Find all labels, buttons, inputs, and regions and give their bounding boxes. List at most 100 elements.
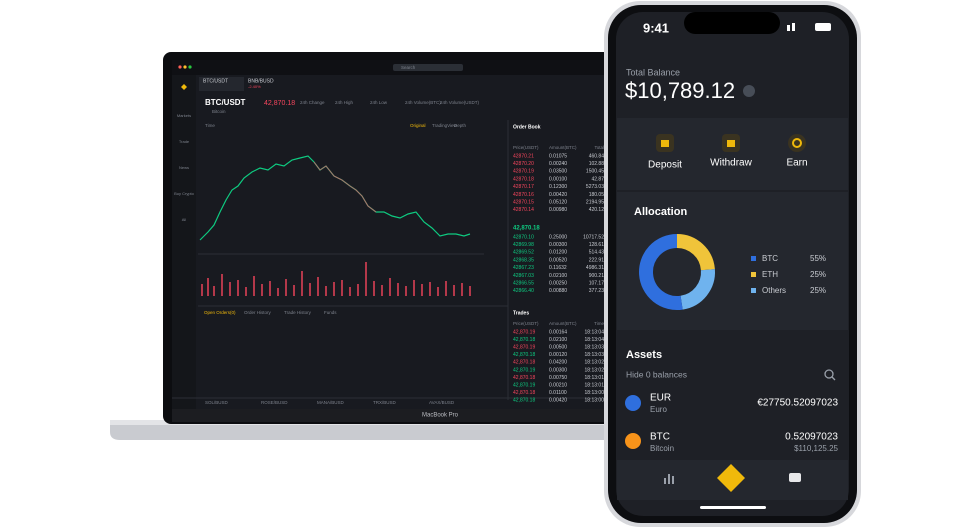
legend-value: 25%: [810, 286, 826, 295]
notch: [684, 12, 780, 34]
tab-alt-pair: BNB/BUSD: [248, 78, 274, 84]
label: 42870.17: [513, 184, 534, 190]
earn-icon[interactable]: [788, 134, 806, 152]
label: 24h Volume(BTC): [405, 100, 441, 105]
label: 0.00210: [549, 383, 567, 389]
search-icon[interactable]: [824, 369, 834, 379]
earn-icon: [792, 138, 802, 148]
label: TradingView: [432, 123, 458, 128]
logo: [181, 84, 187, 90]
label: 42866.40: [513, 288, 534, 294]
label: 107.17: [589, 281, 605, 287]
label: 0.00880: [549, 288, 567, 294]
dot: [178, 65, 182, 69]
label: 420.12: [589, 207, 605, 213]
label: Time: [594, 321, 604, 326]
label: Buy Crypto: [174, 191, 195, 196]
label: 42867.03: [513, 273, 534, 279]
label: Order Book: [513, 124, 541, 130]
label: 0.00300: [549, 367, 567, 373]
label: Open Orders(0): [204, 310, 236, 315]
battery: [815, 23, 831, 31]
label: News: [179, 165, 189, 170]
label: 4986.31: [586, 265, 604, 271]
price: 42,870.18: [264, 100, 295, 107]
label: 42,870.18: [513, 352, 535, 358]
label: 18:13:04: [585, 329, 605, 335]
label: 42870.14: [513, 207, 534, 213]
label: 42,870.19: [513, 367, 535, 373]
legend-swatch: [751, 256, 756, 261]
label: 0.01200: [549, 250, 567, 256]
label: 0.00500: [549, 345, 567, 351]
label: 24h Low: [370, 100, 388, 105]
label: 0.00520: [549, 257, 567, 263]
chart-area: [198, 120, 484, 300]
balance-label: Total Balance: [626, 67, 680, 77]
label: 0.03500: [549, 169, 567, 175]
label: Depth: [454, 123, 467, 128]
dot: [183, 65, 187, 69]
label: 128.61: [589, 242, 605, 248]
assets-title: Assets: [626, 349, 662, 361]
laptop-model: MacBook Pro: [422, 413, 459, 419]
label: 18:13:04: [585, 337, 605, 343]
label: 0.00250: [549, 281, 567, 287]
label: Trade: [179, 139, 190, 144]
label: 42870.10: [513, 234, 534, 240]
nav-markets[interactable]: [664, 474, 674, 484]
hide-balances[interactable]: Hide 0 balances: [626, 369, 687, 379]
label: Price(USDT): [513, 321, 539, 326]
signal: [792, 23, 795, 31]
label: 42,870.18: [513, 226, 540, 232]
search-box[interactable]: [393, 64, 463, 71]
label: Price(USDT): [513, 145, 539, 150]
label: 18:13:03: [585, 352, 605, 358]
label: 0.11632: [549, 265, 567, 271]
label: Trade History: [284, 310, 312, 315]
label: 377.23: [589, 288, 605, 294]
label: 460.84: [589, 153, 605, 159]
label: 24h Change: [300, 100, 325, 105]
label: 102.88: [589, 161, 605, 167]
nav-wallet[interactable]: [789, 473, 801, 482]
label: TRX/BUSD: [373, 400, 397, 405]
action-label[interactable]: Earn: [786, 158, 807, 169]
label: 0.00120: [549, 352, 567, 358]
label: 42866.55: [513, 281, 534, 287]
tab[interactable]: [199, 77, 244, 91]
label: 0.01100: [549, 390, 567, 396]
nav-trade[interactable]: [717, 464, 745, 492]
label: 18:13:00: [585, 390, 605, 396]
price-line-down: [313, 161, 377, 213]
label: SOL/BUSD: [205, 400, 229, 405]
label: 42.87: [591, 176, 604, 182]
signal: [787, 25, 790, 31]
label: 42869.98: [513, 242, 534, 248]
asset-name: Bitcoin: [650, 444, 674, 453]
label: MANA/BUSD: [317, 400, 345, 405]
label: 0.00300: [549, 242, 567, 248]
time-label: Time: [205, 123, 215, 128]
legend-swatch: [751, 288, 756, 293]
balance: $10,789.12: [625, 78, 735, 103]
label: 0.00240: [549, 161, 567, 167]
label: 0.00420: [549, 192, 567, 198]
label: 42,870.19: [513, 345, 535, 351]
phone: 9:41 Total Balance $10,789.12 Deposit Wi…: [604, 1, 861, 527]
asset-code: BTC: [650, 432, 670, 443]
label: Amount(BTC): [549, 321, 577, 326]
label: ROSE/BUSD: [261, 400, 288, 405]
label: AVAX/BUSD: [429, 400, 455, 405]
label: Markets: [177, 113, 191, 118]
donut-segment: [676, 234, 715, 271]
action-label[interactable]: Deposit: [648, 160, 682, 171]
laptop-generated: 24h Change 24h High 24h Low 24h Volume(BTC)…: [174, 100, 604, 405]
label: 18:13:03: [585, 345, 605, 351]
info-icon[interactable]: [743, 85, 755, 97]
action-label[interactable]: Withdraw: [710, 158, 752, 169]
donut-segment: [639, 234, 683, 310]
label: 42870.19: [513, 169, 534, 175]
legend-value: 25%: [810, 270, 826, 279]
